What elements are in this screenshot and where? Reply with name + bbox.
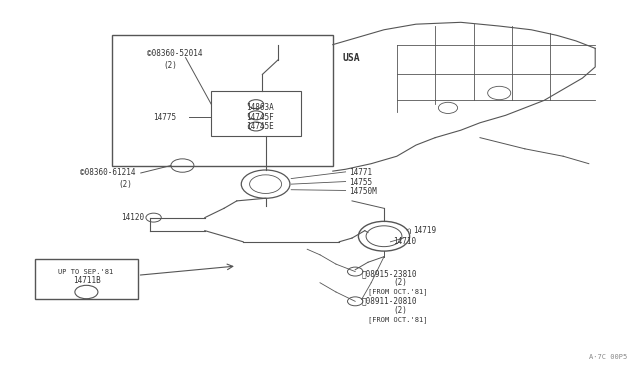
Text: USA: USA (342, 53, 360, 62)
Text: (2): (2) (394, 278, 408, 287)
Text: 14775: 14775 (154, 113, 177, 122)
Text: [FROM OCT.'81]: [FROM OCT.'81] (368, 289, 428, 295)
Text: ©08360-61214: ©08360-61214 (80, 169, 136, 177)
Text: 14755: 14755 (349, 178, 372, 187)
Text: (2): (2) (394, 306, 408, 315)
Text: 14863A: 14863A (246, 103, 274, 112)
Text: (2): (2) (163, 61, 177, 70)
Text: 14711B: 14711B (74, 276, 101, 285)
Text: 14745F: 14745F (246, 113, 274, 122)
Text: [FROM OCT.'81]: [FROM OCT.'81] (368, 317, 428, 323)
Text: 14719: 14719 (413, 226, 436, 235)
Text: (2): (2) (118, 180, 132, 189)
Text: Ⓦ08915-23810: Ⓦ08915-23810 (362, 269, 417, 278)
Text: 14750M: 14750M (349, 187, 376, 196)
Text: UP TO SEP.'81: UP TO SEP.'81 (58, 269, 113, 275)
Text: A·7C 00P5: A·7C 00P5 (589, 354, 627, 360)
Text: 14771: 14771 (349, 169, 372, 177)
Text: ©08360-52014: ©08360-52014 (147, 49, 203, 58)
Text: 14120: 14120 (122, 213, 145, 222)
Text: 14710: 14710 (394, 237, 417, 246)
Text: 14745E: 14745E (246, 122, 274, 131)
Text: Ⓝ08911-20810: Ⓝ08911-20810 (362, 297, 417, 306)
